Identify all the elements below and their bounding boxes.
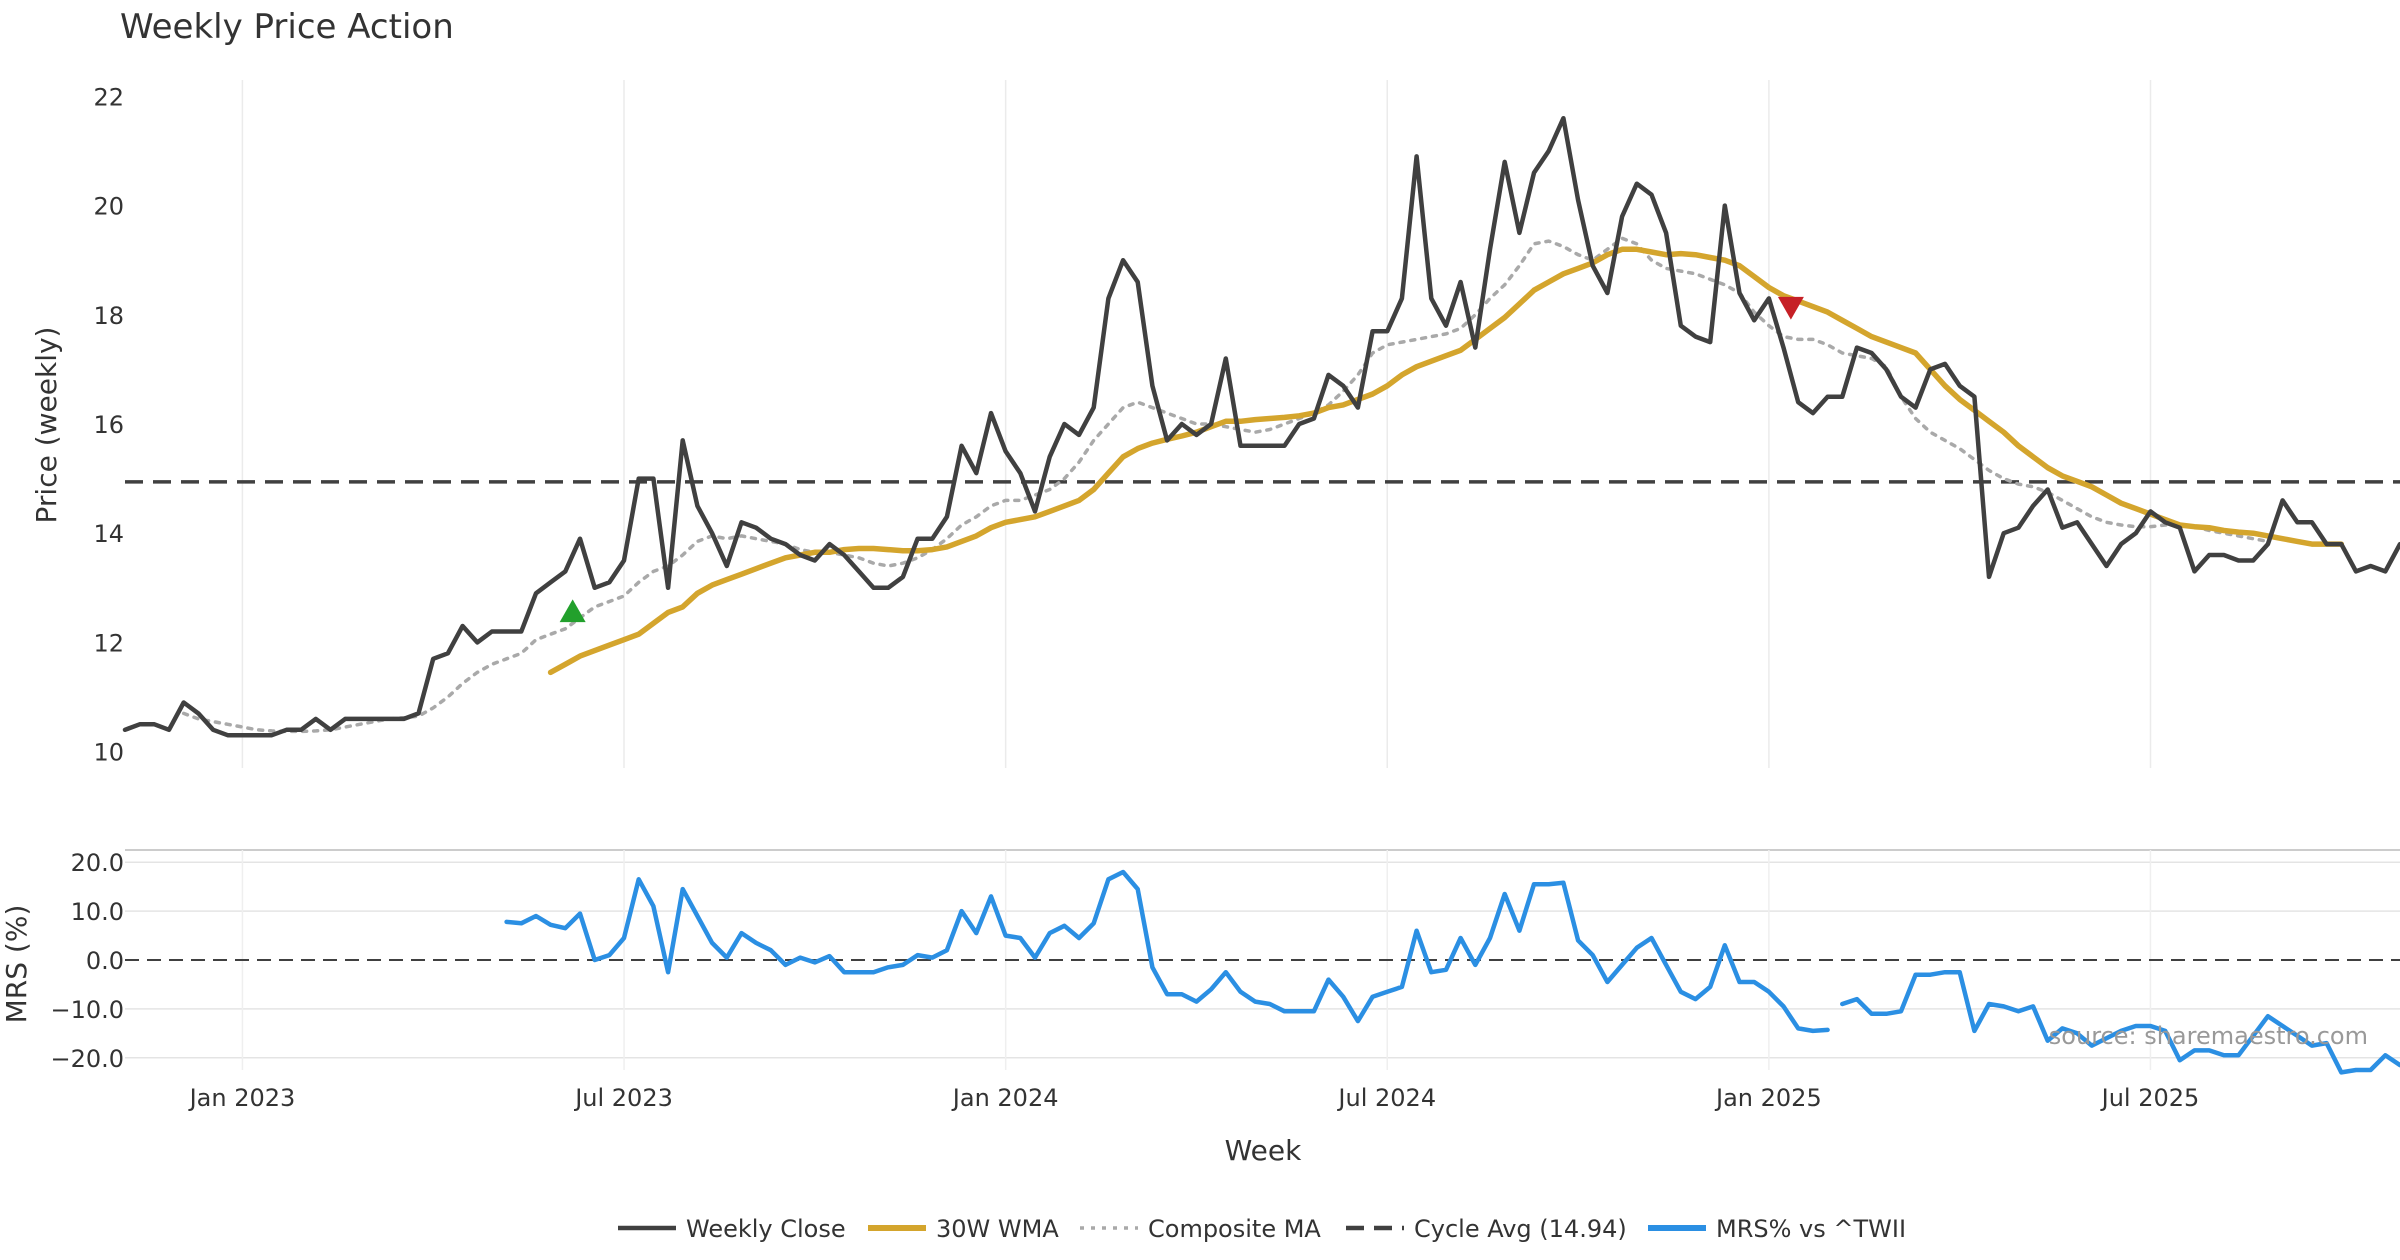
sell-signal-marker bbox=[1777, 296, 1804, 320]
x-tick-label: Jul 2024 bbox=[1336, 1084, 1436, 1112]
mrs-series bbox=[504, 869, 2400, 1075]
mrs-y-ticks: 20.0 10.0 0.0 −10.0 −20.0 bbox=[50, 849, 124, 1073]
mrs-y-tick-label: −20.0 bbox=[50, 1045, 124, 1073]
legend: Weekly Close 30W WMA Composite MA Cycle Avg… bbox=[618, 1215, 1906, 1243]
x-tick-label: Jul 2023 bbox=[573, 1084, 673, 1112]
x-tick-label: Jan 2023 bbox=[188, 1084, 296, 1112]
legend-label: 30W WMA bbox=[936, 1215, 1059, 1243]
composite-ma-line bbox=[181, 236, 2270, 734]
mrs-y-tick-label: 0.0 bbox=[86, 947, 124, 975]
mrs-y-tick-label: 10.0 bbox=[71, 898, 124, 926]
legend-label: Weekly Close bbox=[686, 1215, 846, 1243]
price-y-tick-label: 12 bbox=[93, 629, 124, 657]
mrs-y-tick-label: −10.0 bbox=[50, 996, 124, 1024]
signal-markers bbox=[559, 296, 1804, 623]
mrs-y-axis-label: MRS (%) bbox=[0, 905, 33, 1024]
x-tick-label: Jul 2025 bbox=[2100, 1084, 2200, 1112]
price-grid bbox=[241, 80, 2152, 768]
legend-label: Composite MA bbox=[1148, 1215, 1321, 1243]
legend-label: MRS% vs ^TWII bbox=[1716, 1215, 1906, 1243]
x-axis-ticks: Jan 2023 Jul 2023 Jan 2024 Jul 2024 Jan 2025… bbox=[188, 1084, 2200, 1112]
price-y-tick-label: 10 bbox=[93, 739, 124, 767]
source-note: source: sharemaestro.com bbox=[2049, 1022, 2368, 1050]
price-y-tick-label: 16 bbox=[93, 411, 124, 439]
chart-title: Weekly Price Action bbox=[120, 7, 454, 47]
mrs-line-segment bbox=[504, 869, 1830, 1034]
price-series bbox=[122, 115, 2400, 738]
x-tick-label: Jan 2025 bbox=[1714, 1084, 1822, 1112]
price-y-axis-label: Price (weekly) bbox=[30, 327, 63, 524]
buy-signal-marker bbox=[559, 599, 586, 623]
weekly-close-line bbox=[122, 115, 2400, 738]
x-axis-label: Week bbox=[1225, 1134, 1302, 1167]
legend-label: Cycle Avg (14.94) bbox=[1414, 1215, 1627, 1243]
price-y-ticks: 10 12 14 16 18 20 22 bbox=[93, 83, 124, 766]
x-tick-label: Jan 2024 bbox=[951, 1084, 1059, 1112]
mrs-y-tick-label: 20.0 bbox=[71, 849, 124, 877]
price-y-tick-label: 14 bbox=[93, 520, 124, 548]
mrs-line-segment bbox=[1840, 969, 2400, 1075]
price-y-tick-label: 22 bbox=[93, 83, 124, 111]
price-y-tick-label: 18 bbox=[93, 302, 124, 330]
price-y-tick-label: 20 bbox=[93, 193, 124, 221]
wma-30w-line bbox=[547, 246, 2345, 676]
